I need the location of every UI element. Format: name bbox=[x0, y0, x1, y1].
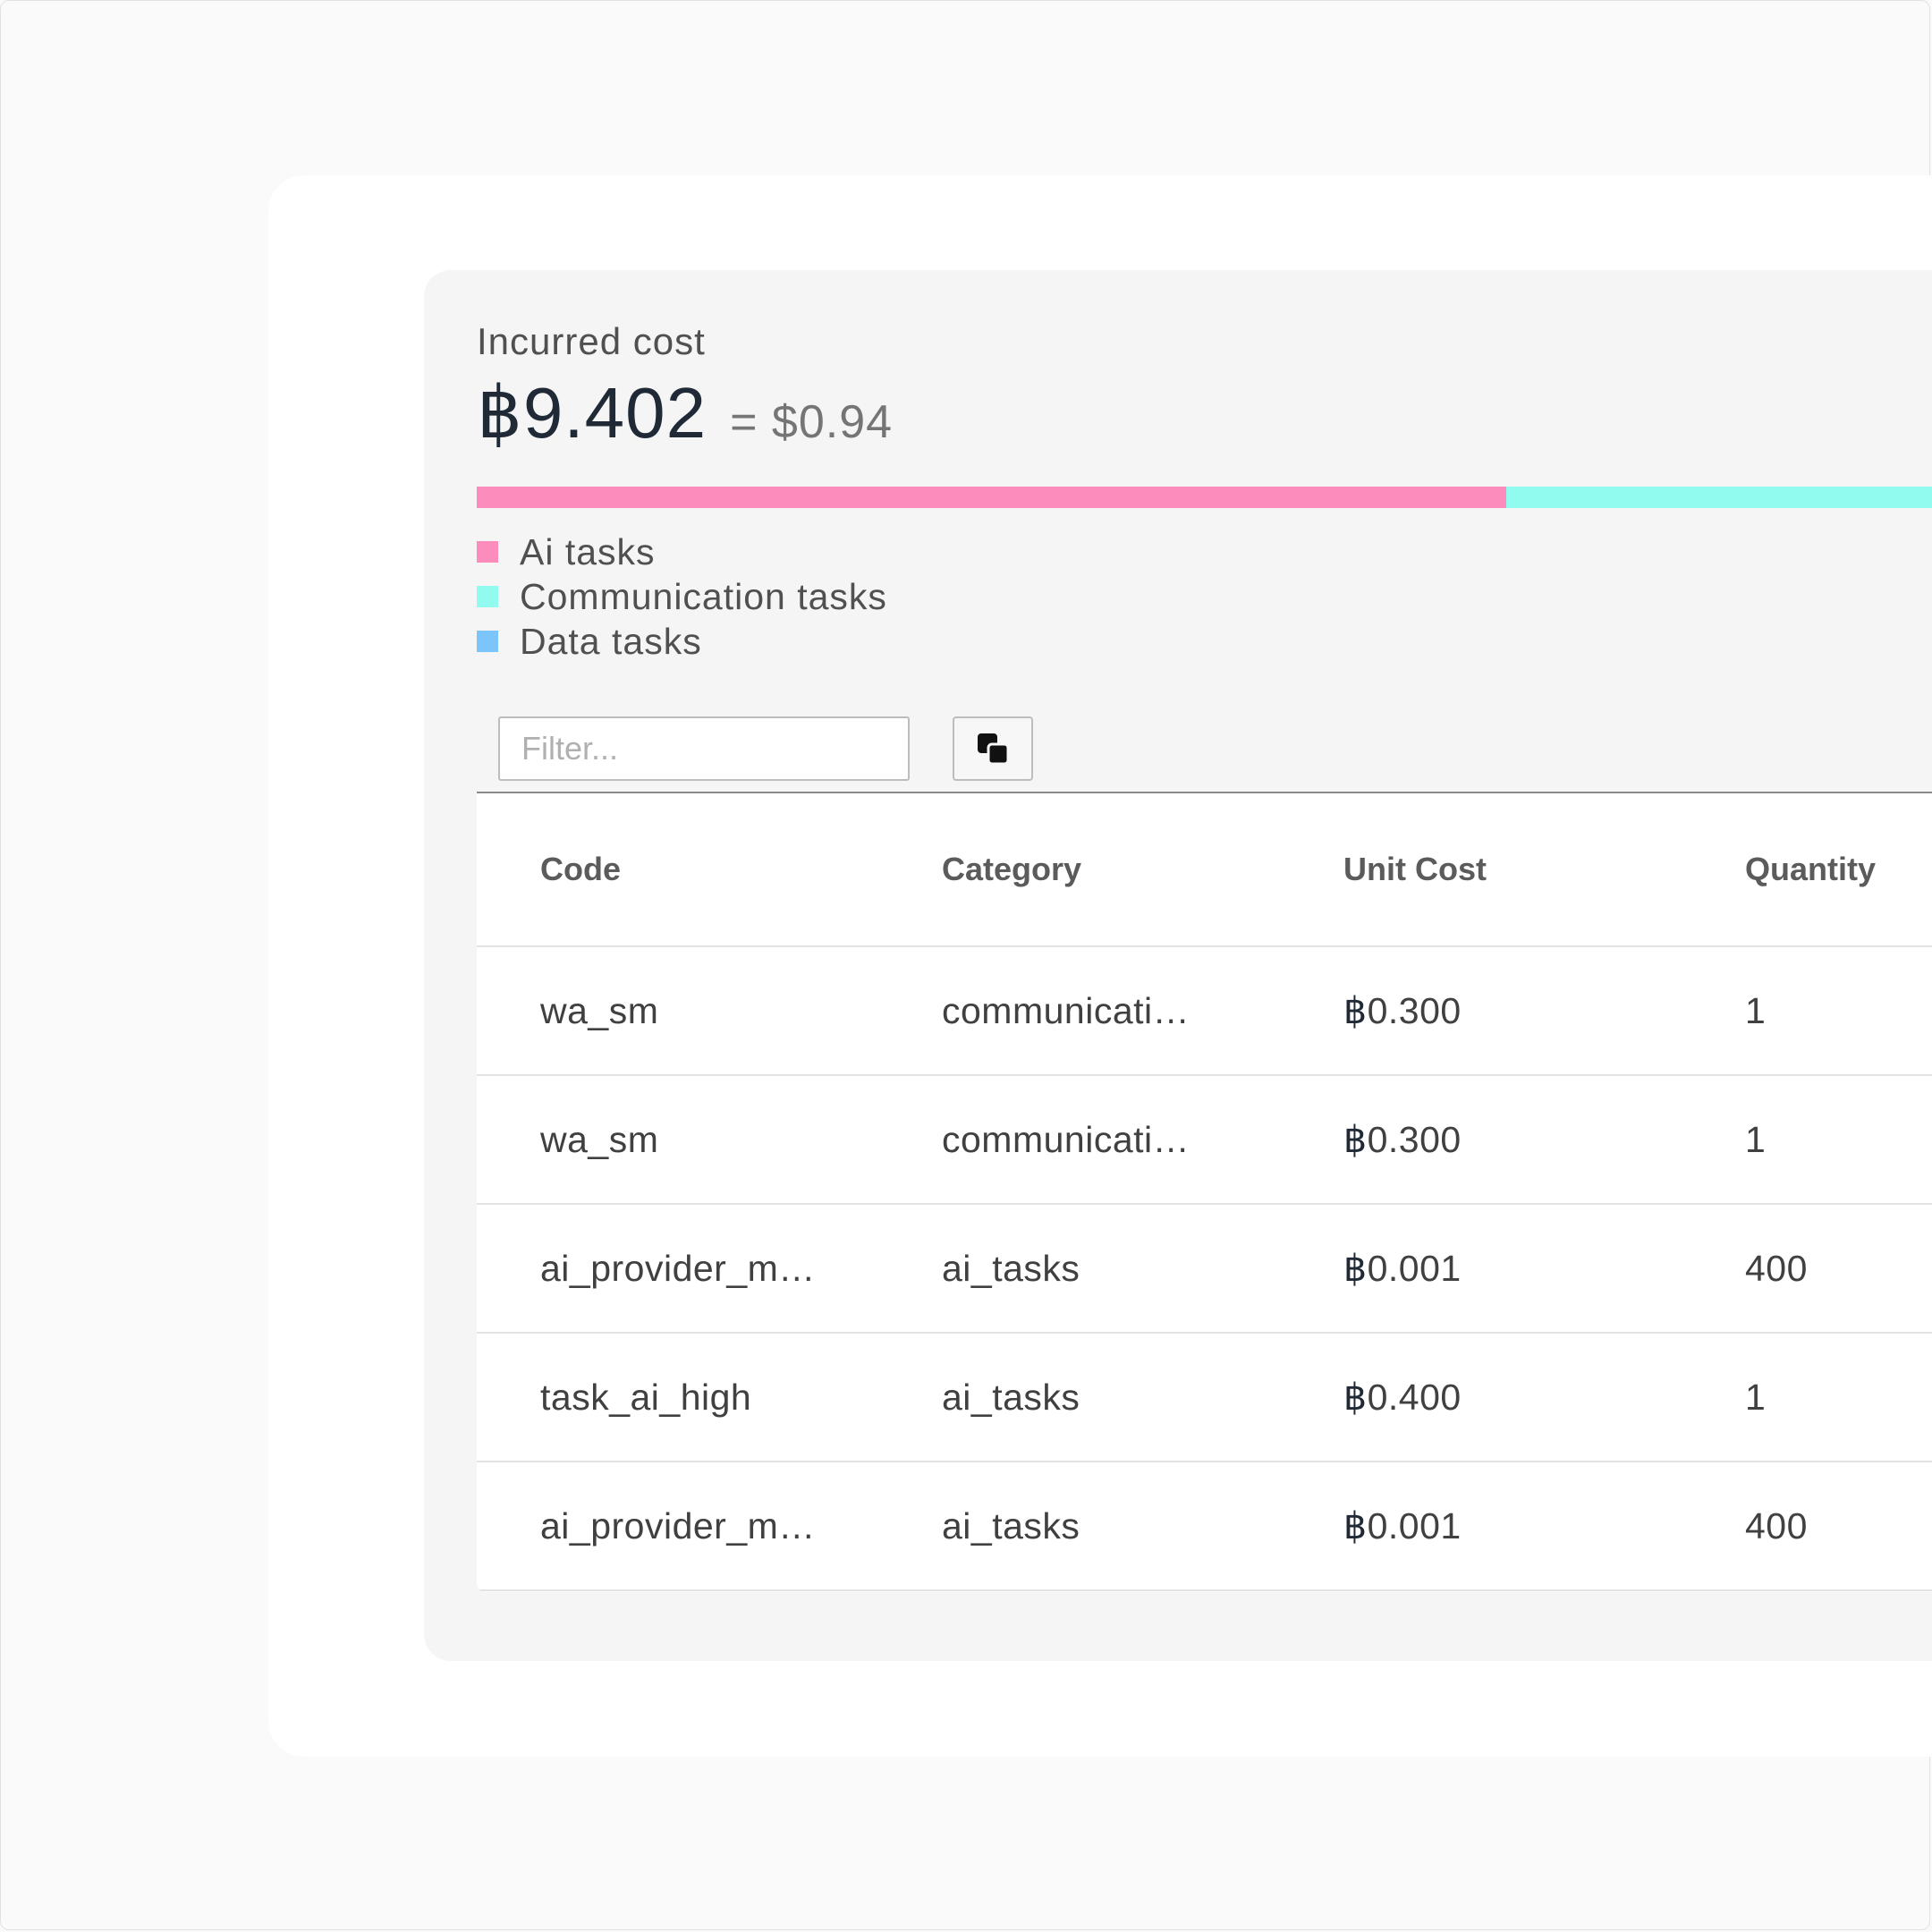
cell-code: ai_provider_m… bbox=[540, 1204, 942, 1334]
cell-unit-cost: ฿0.001 bbox=[1343, 1204, 1745, 1334]
cost-table-container: Code Category Unit Cost Quantity wa_sm c… bbox=[477, 792, 1932, 1592]
cell-code: wa_sm bbox=[540, 946, 942, 1076]
table-row[interactable]: wa_sm communicati… ฿0.300 1 bbox=[477, 1075, 1932, 1205]
copy-icon bbox=[976, 732, 1010, 766]
currency-symbol: ฿ bbox=[1343, 1505, 1368, 1546]
cell-code: task_ai_high bbox=[540, 1333, 942, 1462]
currency-symbol: ฿ bbox=[1343, 1248, 1368, 1289]
cell-unit-cost: ฿0.001 bbox=[1343, 1462, 1745, 1591]
incurred-cost-equivalent: = $0.94 bbox=[730, 396, 894, 448]
currency-symbol: ฿ bbox=[477, 373, 523, 453]
currency-symbol: ฿ bbox=[1343, 990, 1368, 1031]
cell-category: ai_tasks bbox=[942, 1462, 1343, 1591]
legend-item: Data tasks bbox=[477, 619, 887, 664]
cell-quantity: 400 bbox=[1745, 1204, 1932, 1334]
column-header-unit-cost[interactable]: Unit Cost bbox=[1343, 793, 1745, 947]
currency-symbol: ฿ bbox=[1343, 1377, 1368, 1418]
column-header-quantity[interactable]: Quantity bbox=[1745, 793, 1932, 947]
currency-symbol: ฿ bbox=[1343, 1119, 1368, 1160]
cell-quantity: 400 bbox=[1745, 1462, 1932, 1591]
cost-summary: ฿9.402 = $0.94 bbox=[477, 371, 893, 454]
filter-input[interactable] bbox=[498, 716, 910, 781]
table-row[interactable]: wa_sm communicati… ฿0.300 1 bbox=[477, 946, 1932, 1076]
cell-quantity: 1 bbox=[1745, 1075, 1932, 1205]
bar-segment-ai-tasks bbox=[477, 487, 1506, 508]
cell-unit-cost: ฿0.400 bbox=[1343, 1333, 1745, 1462]
legend-swatch bbox=[477, 631, 498, 652]
cell-code: ai_provider_m… bbox=[540, 1462, 942, 1591]
cell-category: communicati… bbox=[942, 946, 1343, 1076]
bar-segment-communication-tasks bbox=[1505, 487, 1932, 508]
legend-swatch bbox=[477, 586, 498, 607]
cost-table: Code Category Unit Cost Quantity wa_sm c… bbox=[477, 793, 1932, 1591]
table-row[interactable]: ai_provider_m… ai_tasks ฿0.001 400 bbox=[477, 1204, 1932, 1334]
cell-quantity: 1 bbox=[1745, 1333, 1932, 1462]
legend-item: Ai tasks bbox=[477, 530, 887, 574]
table-header-row: Code Category Unit Cost Quantity bbox=[477, 793, 1932, 947]
column-header-category[interactable]: Category bbox=[942, 793, 1343, 947]
cost-breakdown-bar bbox=[477, 487, 1932, 508]
cell-unit-cost: ฿0.300 bbox=[1343, 946, 1745, 1076]
incurred-cost-amount: ฿9.402 bbox=[477, 371, 707, 454]
legend-label: Ai tasks bbox=[520, 530, 656, 572]
legend-label: Data tasks bbox=[520, 620, 702, 662]
copy-button[interactable] bbox=[953, 716, 1033, 781]
legend-label: Communication tasks bbox=[520, 575, 887, 617]
cell-category: communicati… bbox=[942, 1075, 1343, 1205]
table-row[interactable]: task_ai_high ai_tasks ฿0.400 1 bbox=[477, 1333, 1932, 1462]
cell-category: ai_tasks bbox=[942, 1333, 1343, 1462]
cell-category: ai_tasks bbox=[942, 1204, 1343, 1334]
incurred-cost-value: 9.402 bbox=[522, 373, 708, 453]
cost-legend: Ai tasks Communication tasks Data tasks bbox=[477, 530, 887, 664]
cell-code: wa_sm bbox=[540, 1075, 942, 1205]
legend-swatch bbox=[477, 541, 498, 563]
cell-quantity: 1 bbox=[1745, 946, 1932, 1076]
incurred-cost-label: Incurred cost bbox=[477, 320, 706, 362]
table-row[interactable]: ai_provider_m… ai_tasks ฿0.001 400 bbox=[477, 1462, 1932, 1591]
column-header-code[interactable]: Code bbox=[540, 793, 942, 947]
cell-unit-cost: ฿0.300 bbox=[1343, 1075, 1745, 1205]
legend-item: Communication tasks bbox=[477, 574, 887, 619]
